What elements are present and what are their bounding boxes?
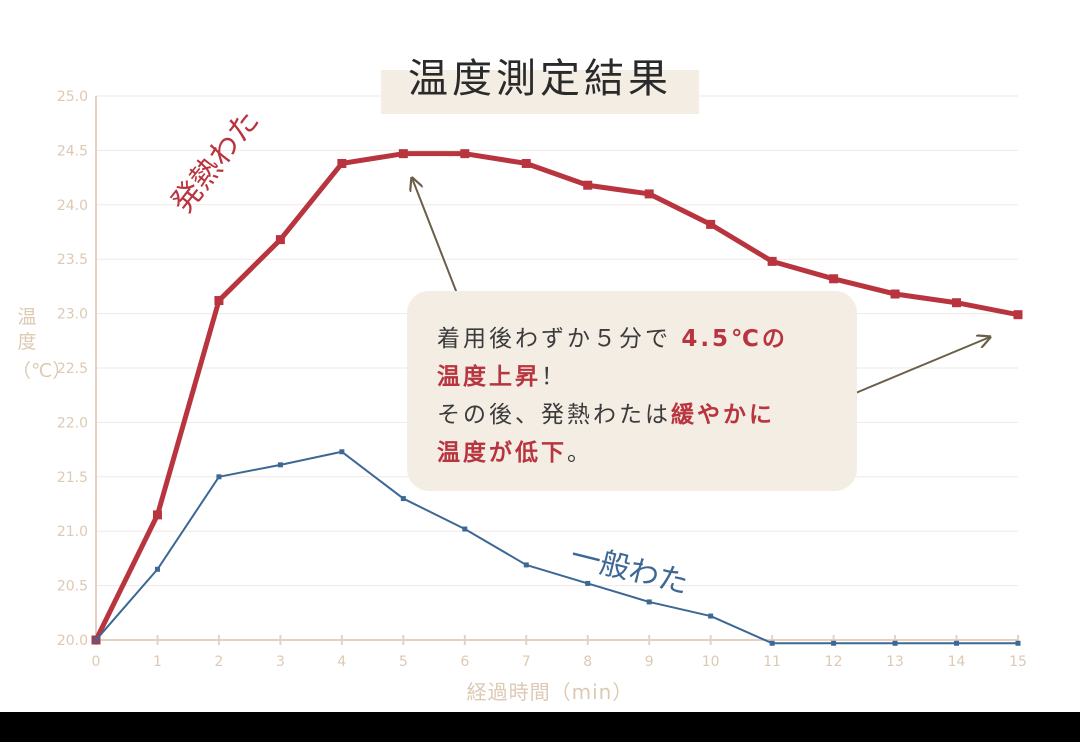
- data-point-heat-cotton: [583, 180, 593, 190]
- data-point-regular-cotton: [523, 562, 529, 568]
- data-point-heat-cotton: [214, 296, 224, 306]
- x-tick-label: 3: [276, 654, 285, 670]
- data-point-heat-cotton: [1013, 310, 1023, 320]
- y-tick-label: 23.5: [57, 252, 88, 268]
- data-point-regular-cotton: [954, 640, 960, 646]
- annotation-line-1: 着用後わずか５分で 4.5℃の: [437, 320, 847, 358]
- data-point-regular-cotton: [1015, 640, 1021, 646]
- x-tick-label: 5: [399, 654, 408, 670]
- x-tick-label: 15: [1009, 654, 1027, 670]
- data-point-heat-cotton: [890, 289, 900, 299]
- x-tick-label: 2: [214, 654, 223, 670]
- data-point-regular-cotton: [400, 496, 406, 502]
- y-axis-label: 温度: [17, 306, 37, 353]
- data-point-heat-cotton: [460, 149, 470, 159]
- data-point-heat-cotton: [767, 256, 777, 266]
- y-tick-label: 24.5: [57, 143, 88, 159]
- y-tick-label: 24.0: [57, 198, 88, 214]
- annotation-highlight-4: 温度が低下: [437, 440, 567, 466]
- annotation-line-2: 温度上昇！: [437, 358, 847, 396]
- x-tick-label: 7: [522, 654, 531, 670]
- data-point-heat-cotton: [398, 149, 408, 159]
- annotation-arrow-decline: [845, 337, 990, 398]
- data-point-regular-cotton: [93, 637, 99, 643]
- y-axis-unit: （℃）: [12, 360, 72, 382]
- annotation-line-3: その後、発熱わたは緩やかに: [437, 396, 847, 434]
- data-point-regular-cotton: [831, 640, 837, 646]
- series-line-regular-cotton: [95, 450, 1018, 645]
- x-tick-label: 4: [337, 654, 346, 670]
- data-point-heat-cotton: [521, 158, 531, 168]
- data-point-heat-cotton: [337, 158, 347, 168]
- x-tick-label: 8: [583, 654, 592, 670]
- title-highlight: [381, 70, 699, 114]
- annotation-line-4: 温度が低下。: [437, 434, 847, 472]
- y-tick-label: 22.0: [57, 415, 88, 431]
- y-tick-label: 21.5: [57, 470, 88, 486]
- annotation-arrow-peak: [412, 178, 459, 297]
- x-tick-label: 14: [948, 654, 966, 670]
- y-tick-label: 20.5: [57, 579, 88, 595]
- x-tick-label: 1: [153, 654, 162, 670]
- annotation-text: 着用後わずか５分で 4.5℃の 温度上昇！ その後、発熱わたは緩やかに 温度が低…: [437, 320, 847, 472]
- y-axis-title: 温度 （℃）: [12, 305, 72, 384]
- data-point-regular-cotton: [646, 599, 652, 605]
- y-tick-label: 21.0: [57, 524, 88, 540]
- data-point-regular-cotton: [216, 474, 222, 480]
- y-tick-label: 25.0: [57, 89, 88, 105]
- x-tick-label: 9: [645, 654, 654, 670]
- data-point-heat-cotton: [706, 219, 716, 229]
- x-tick-label: 10: [702, 654, 720, 670]
- data-point-heat-cotton: [829, 274, 839, 284]
- data-point-regular-cotton: [154, 566, 160, 572]
- chart-title: 温度測定結果: [408, 56, 672, 102]
- y-tick-label: 20.0: [57, 633, 88, 649]
- data-point-regular-cotton: [339, 449, 345, 455]
- x-axis-title: 経過時間（min）: [466, 680, 634, 704]
- data-point-regular-cotton: [462, 526, 468, 532]
- bottom-bar: [0, 712, 1080, 742]
- data-point-regular-cotton: [277, 462, 283, 468]
- annotation-highlight-3: 緩やかに: [671, 402, 775, 428]
- data-point-heat-cotton: [952, 298, 962, 308]
- x-tick-label: 12: [825, 654, 843, 670]
- annotation-text-2b: ！: [541, 364, 567, 390]
- data-point-heat-cotton: [152, 510, 162, 520]
- annotation-text-3a: その後、発熱わたは: [437, 402, 671, 428]
- data-point-regular-cotton: [892, 640, 898, 646]
- annotation-highlight-2: 温度上昇: [437, 364, 541, 390]
- data-point-regular-cotton: [769, 640, 775, 646]
- annotation-highlight-1: 4.5℃の: [681, 326, 788, 352]
- annotation-callout: [407, 291, 857, 491]
- data-point-regular-cotton: [585, 580, 591, 586]
- annotation-text-1a: 着用後わずか５分で: [437, 326, 682, 352]
- x-tick-label: 11: [763, 654, 781, 670]
- x-tick-label: 13: [886, 654, 904, 670]
- x-tick-label: 0: [92, 654, 101, 670]
- series-line-heat-cotton: [93, 151, 1019, 642]
- y-tick-label: 23.0: [57, 307, 88, 323]
- data-point-heat-cotton: [644, 189, 654, 199]
- x-tick-label: 6: [460, 654, 469, 670]
- data-point-heat-cotton: [275, 235, 285, 245]
- data-point-regular-cotton: [708, 613, 714, 619]
- annotation-text-4b: 。: [567, 440, 593, 466]
- y-tick-label: 22.5: [57, 361, 88, 377]
